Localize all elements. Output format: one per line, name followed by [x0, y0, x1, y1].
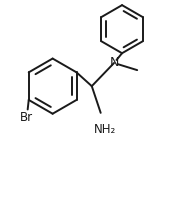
Text: N: N	[109, 57, 119, 69]
Text: NH₂: NH₂	[94, 123, 116, 136]
Text: Br: Br	[20, 111, 33, 124]
